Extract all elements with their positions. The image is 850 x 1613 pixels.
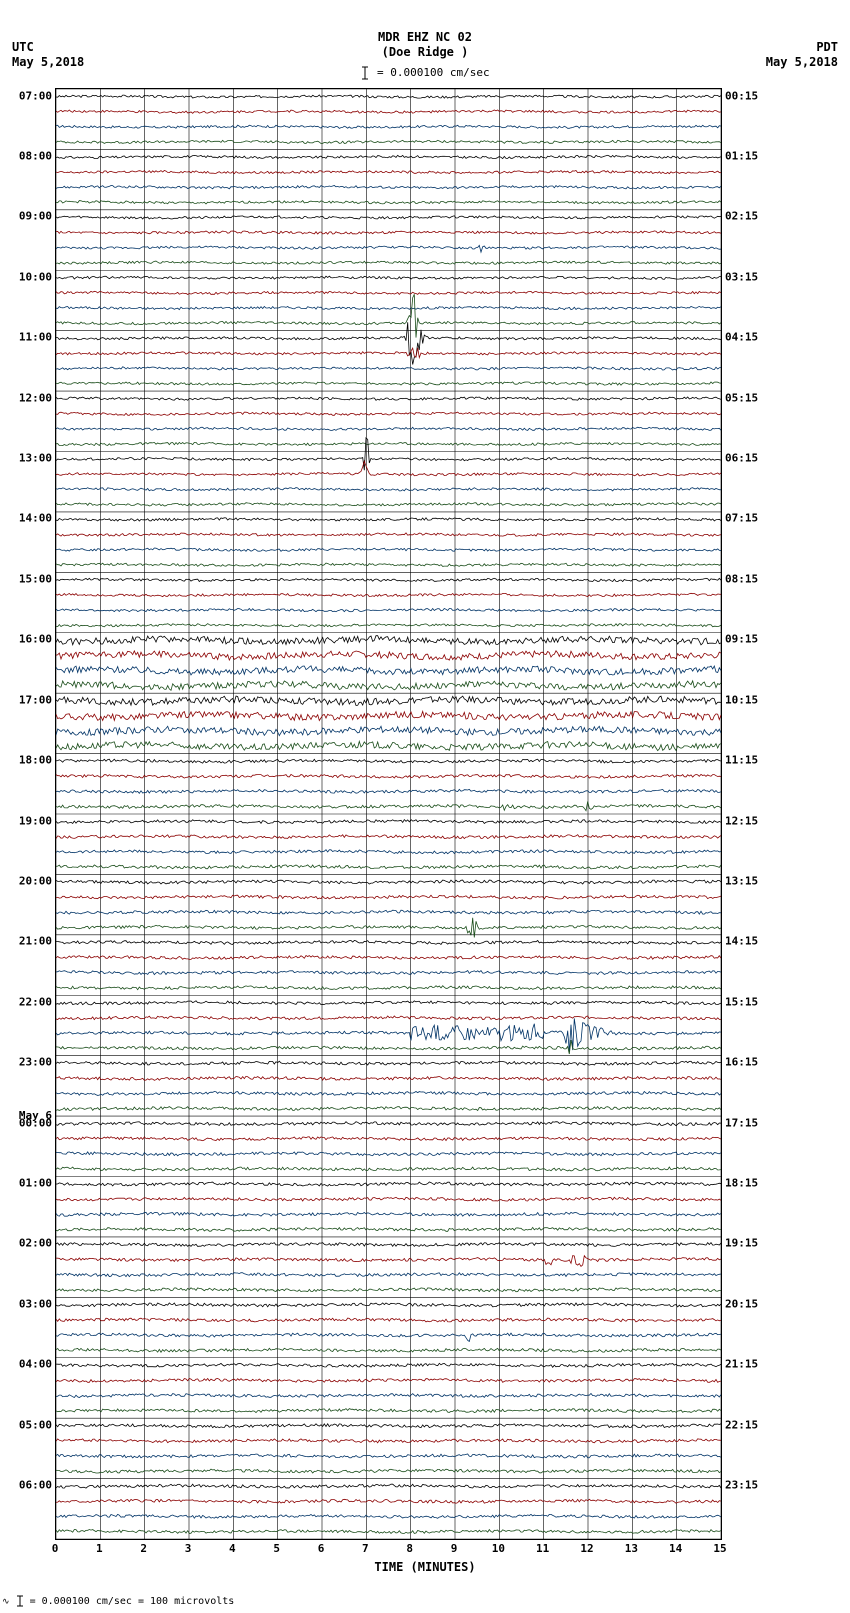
- local-time-label: 17:15: [725, 1116, 758, 1129]
- local-time-label: 09:15: [725, 633, 758, 646]
- local-time-label: 07:15: [725, 512, 758, 525]
- local-time-label: 06:15: [725, 452, 758, 465]
- xtick-label: 4: [229, 1542, 236, 1555]
- xtick-label: 15: [713, 1542, 726, 1555]
- xtick-label: 0: [52, 1542, 59, 1555]
- utc-time-label: 17:00: [19, 693, 52, 706]
- local-time-label: 21:15: [725, 1358, 758, 1371]
- scale-indicator: = 0.000100 cm/sec: [0, 66, 850, 80]
- xaxis-label: TIME (MINUTES): [0, 1560, 850, 1574]
- station-title: MDR EHZ NC 02: [0, 30, 850, 44]
- xtick-label: 5: [273, 1542, 280, 1555]
- local-time-label: 04:15: [725, 331, 758, 344]
- xtick-label: 2: [140, 1542, 147, 1555]
- local-time-label: 01:15: [725, 149, 758, 162]
- local-time-label: 13:15: [725, 874, 758, 887]
- utc-time-label: 22:00: [19, 995, 52, 1008]
- xtick-label: 11: [536, 1542, 549, 1555]
- utc-time-label: 14:00: [19, 512, 52, 525]
- date-right: May 5,2018: [766, 55, 838, 69]
- xtick-label: 12: [580, 1542, 593, 1555]
- utc-time-label: 12:00: [19, 391, 52, 404]
- utc-time-label: 20:00: [19, 874, 52, 887]
- local-time-label: 14:15: [725, 935, 758, 948]
- utc-time-label: 03:00: [19, 1297, 52, 1310]
- timezone-left: UTC: [12, 40, 34, 54]
- xtick-label: 13: [625, 1542, 638, 1555]
- xtick-label: 14: [669, 1542, 682, 1555]
- utc-time-label: 13:00: [19, 452, 52, 465]
- xtick-label: 1: [96, 1542, 103, 1555]
- local-time-label: 18:15: [725, 1177, 758, 1190]
- utc-time-label: 21:00: [19, 935, 52, 948]
- timezone-right: PDT: [816, 40, 838, 54]
- local-time-label: 12:15: [725, 814, 758, 827]
- local-time-label: 23:15: [725, 1479, 758, 1492]
- plot-area: [55, 88, 722, 1540]
- utc-time-label: 15:00: [19, 572, 52, 585]
- local-time-label: 22:15: [725, 1418, 758, 1431]
- seismogram-container: MDR EHZ NC 02 (Doe Ridge ) = 0.000100 cm…: [0, 0, 850, 1613]
- local-time-label: 15:15: [725, 995, 758, 1008]
- utc-time-label: 08:00: [19, 149, 52, 162]
- utc-time-label: 23:00: [19, 1056, 52, 1069]
- footer-scale: ∿ = 0.000100 cm/sec = 100 microvolts: [2, 1595, 234, 1607]
- local-time-label: 10:15: [725, 693, 758, 706]
- local-time-label: 05:15: [725, 391, 758, 404]
- utc-time-label: 02:00: [19, 1237, 52, 1250]
- date-left: May 5,2018: [12, 55, 84, 69]
- xtick-label: 9: [451, 1542, 458, 1555]
- local-time-label: 19:15: [725, 1237, 758, 1250]
- utc-date-label: May 6: [19, 1109, 52, 1122]
- utc-time-label: 09:00: [19, 210, 52, 223]
- utc-time-label: 18:00: [19, 754, 52, 767]
- local-time-label: 03:15: [725, 270, 758, 283]
- utc-time-label: 04:00: [19, 1358, 52, 1371]
- local-time-label: 00:15: [725, 89, 758, 102]
- footer-scale-text: = 0.000100 cm/sec = 100 microvolts: [24, 1596, 235, 1607]
- local-time-label: 08:15: [725, 572, 758, 585]
- local-time-label: 20:15: [725, 1297, 758, 1310]
- station-name: (Doe Ridge ): [0, 45, 850, 59]
- local-time-label: 11:15: [725, 754, 758, 767]
- utc-time-label: 05:00: [19, 1418, 52, 1431]
- utc-time-label: 19:00: [19, 814, 52, 827]
- local-time-label: 02:15: [725, 210, 758, 223]
- xtick-label: 8: [406, 1542, 413, 1555]
- utc-time-label: 07:00: [19, 89, 52, 102]
- xtick-label: 6: [318, 1542, 325, 1555]
- scale-text: = 0.000100 cm/sec: [370, 66, 489, 79]
- xtick-label: 3: [185, 1542, 192, 1555]
- seismogram-traces: [56, 89, 721, 1539]
- local-time-label: 16:15: [725, 1056, 758, 1069]
- utc-time-label: 16:00: [19, 633, 52, 646]
- utc-time-label: 06:00: [19, 1479, 52, 1492]
- utc-time-label: 11:00: [19, 331, 52, 344]
- utc-time-label: 10:00: [19, 270, 52, 283]
- xtick-label: 7: [362, 1542, 369, 1555]
- xtick-label: 10: [492, 1542, 505, 1555]
- utc-time-label: 01:00: [19, 1177, 52, 1190]
